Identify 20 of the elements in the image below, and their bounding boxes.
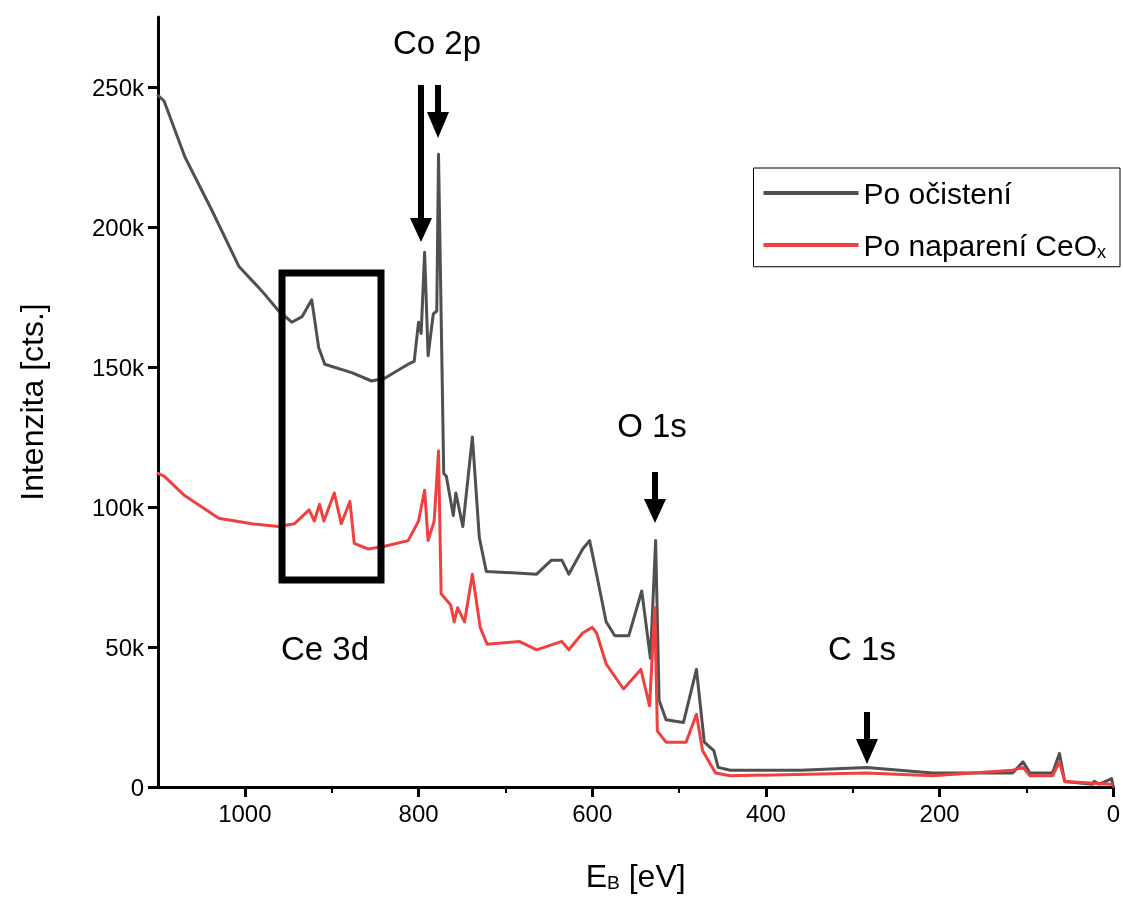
y-tick-label: 150k [91,353,145,381]
y-tick-label: 50k [105,633,145,661]
x-axis-title: EB [eV] [585,857,686,894]
y-axis-title: Intenzita [cts.] [14,303,50,501]
x-tick-label: 1000 [218,799,272,827]
annotation: Ce 3d [280,629,370,667]
x-tick-label: 600 [572,799,613,827]
annotation: O 1s [617,406,687,444]
x-tick-label: 400 [745,799,786,827]
legend-label: Po očistení [863,176,1013,210]
legend-label: Po naparení CeOx [863,228,1106,262]
annotation: Co 2p [392,23,482,61]
x-tick-label: 800 [398,799,439,827]
y-tick-label: 100k [91,493,145,521]
y-tick-label: 250k [91,73,145,101]
y-tick-label: 200k [91,213,145,241]
y-tick-label: 0 [130,773,144,801]
annotation: C 1s [828,629,896,667]
x-tick-label: 0 [1106,799,1121,827]
x-tick-label: 200 [919,799,960,827]
